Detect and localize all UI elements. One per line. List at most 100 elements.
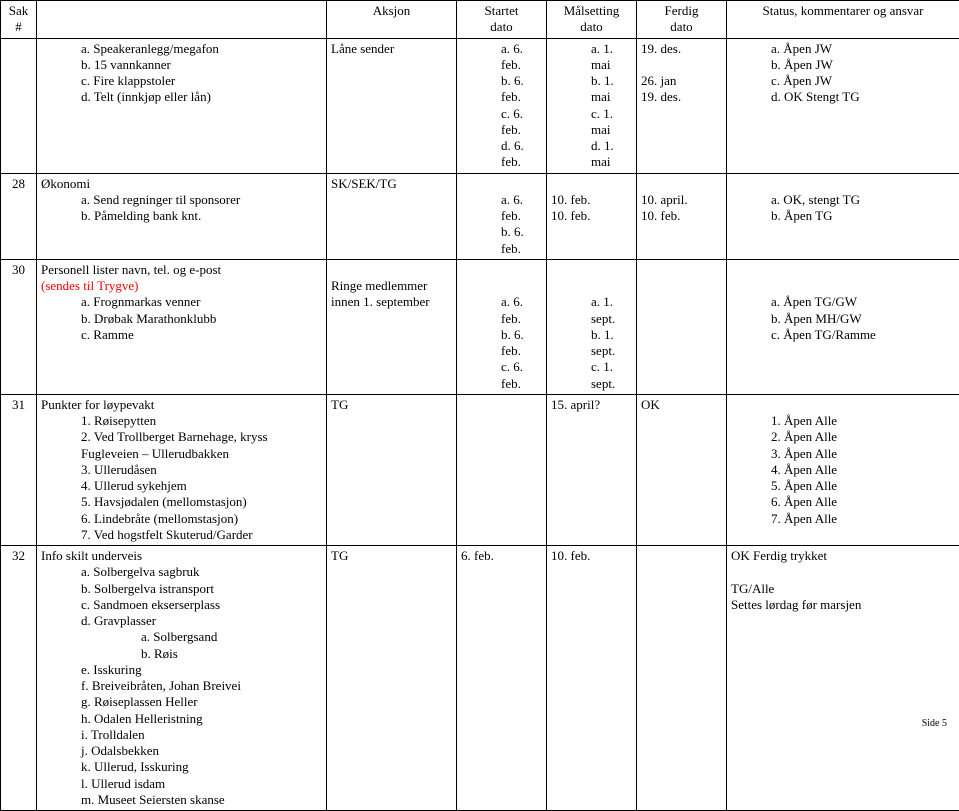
list-item: Solbergsand bbox=[141, 629, 322, 645]
table-row: Speakeranlegg/megafon15 vannkannerFire k… bbox=[1, 38, 959, 173]
text-line: TG/Alle bbox=[731, 581, 955, 597]
cell-sak: 31 bbox=[1, 394, 37, 545]
list-item: Ramme bbox=[81, 327, 322, 343]
list-item: 6. feb. bbox=[501, 73, 542, 106]
cell-description: Personell lister navn, tel. og e-post(se… bbox=[37, 259, 327, 394]
list-item: Isskuring bbox=[81, 662, 322, 678]
list-item: Museet Seiersten skanse bbox=[81, 792, 322, 808]
cell-malsetting: 1. mai1. mai1. mai1. mai bbox=[547, 38, 637, 173]
cell-sak: 30 bbox=[1, 259, 37, 394]
cell-startet: 6. feb. bbox=[457, 546, 547, 811]
row-title: Info skilt underveis bbox=[41, 548, 322, 564]
text-line bbox=[641, 262, 722, 278]
list-item: Sandmoen ekserserplass bbox=[81, 597, 322, 613]
cell-description: Info skilt underveisSolbergelva sagbruk S… bbox=[37, 546, 327, 811]
cell-ferdig: 10. april.10. feb. bbox=[637, 173, 727, 259]
list-item: 6. feb. bbox=[501, 294, 542, 327]
table-row: 32Info skilt underveisSolbergelva sagbru… bbox=[1, 546, 959, 811]
list-item: 1. mai bbox=[591, 138, 632, 171]
list-item: 1. sept. bbox=[591, 294, 632, 327]
list-item: Åpen Alle bbox=[771, 462, 955, 478]
list-item: 6. feb. bbox=[501, 224, 542, 257]
list-item: Røis bbox=[141, 646, 322, 662]
cell-ferdig bbox=[637, 259, 727, 394]
table-row: 30Personell lister navn, tel. og e-post(… bbox=[1, 259, 959, 394]
list-item: Odalen Helleristning bbox=[81, 711, 322, 727]
text-line: Ringe medlemmer bbox=[331, 278, 452, 294]
text-line: 6. feb. bbox=[461, 548, 542, 564]
list-item: Fire klappstoler bbox=[81, 73, 322, 89]
text-line: innen 1. september bbox=[331, 294, 452, 310]
header-status: Status, kommentarer og ansvar bbox=[727, 1, 959, 39]
cell-status: Åpen TG/GWÅpen MH/GWÅpen TG/Ramme bbox=[727, 259, 959, 394]
text-line bbox=[731, 564, 955, 580]
list-item: Åpen JW bbox=[771, 41, 955, 57]
cell-ferdig: 19. des. 26. jan19. des. bbox=[637, 38, 727, 173]
cell-sak bbox=[1, 38, 37, 173]
cell-description: Speakeranlegg/megafon15 vannkannerFire k… bbox=[37, 38, 327, 173]
cell-startet: 6. feb.6. feb. bbox=[457, 173, 547, 259]
cell-status: OK, stengt TGÅpen TG bbox=[727, 173, 959, 259]
cell-description: Punkter for løypevaktRøisepyttenVed Trol… bbox=[37, 394, 327, 545]
text-line: 26. jan bbox=[641, 73, 722, 89]
list-item: Påmelding bank knt. bbox=[81, 208, 322, 224]
list-item: 6. feb. bbox=[501, 41, 542, 74]
list-item: Åpen JW bbox=[771, 73, 955, 89]
header-blank bbox=[37, 1, 327, 39]
list-item: 1. mai bbox=[591, 106, 632, 139]
text-line bbox=[641, 176, 722, 192]
list-item: Drøbak Marathonklubb bbox=[81, 311, 322, 327]
list-item: Ullerud, Isskuring bbox=[81, 759, 322, 775]
list-item: Frognmarkas venner bbox=[81, 294, 322, 310]
list-item: Solbergelva sagbruk bbox=[81, 564, 322, 580]
row-title: Punkter for løypevakt bbox=[41, 397, 322, 413]
text-line: 10. feb. bbox=[551, 192, 632, 208]
list-item: Åpen TG/Ramme bbox=[771, 327, 955, 343]
list-item: 6. feb. bbox=[501, 106, 542, 139]
page: Sak # Aksjon Startet dato Målsetting dat… bbox=[0, 0, 959, 735]
list-item: Åpen Alle bbox=[771, 429, 955, 445]
text-line: 10. april. bbox=[641, 192, 722, 208]
header-sak: Sak # bbox=[1, 1, 37, 39]
list-item: 1. mai bbox=[591, 41, 632, 74]
list-item: Åpen MH/GW bbox=[771, 311, 955, 327]
list-item: Send regninger til sponsorer bbox=[81, 192, 322, 208]
list-item: Røiseplassen Heller bbox=[81, 694, 322, 710]
list-item: 6. feb. bbox=[501, 359, 542, 392]
list-item: Røisepytten bbox=[81, 413, 322, 429]
list-item: Ved hogstfelt Skuterud/Garder bbox=[81, 527, 322, 543]
page-footer: Side 5 bbox=[922, 718, 947, 729]
cell-startet: 6. feb.6. feb.6. feb. bbox=[457, 259, 547, 394]
list-item: Telt (innkjøp eller lån) bbox=[81, 89, 322, 105]
row-title: Personell lister navn, tel. og e-post bbox=[41, 262, 322, 278]
cell-status: Åpen AlleÅpen AlleÅpen AlleÅpen AlleÅpen… bbox=[727, 394, 959, 545]
list-item: Ullerud sykehjem bbox=[81, 478, 322, 494]
text-line: 19. des. bbox=[641, 89, 722, 105]
list-item: Åpen JW bbox=[771, 57, 955, 73]
list-item: 1. mai bbox=[591, 73, 632, 106]
list-item: Ved Trollberget Barnehage, kryss Fugleve… bbox=[81, 429, 322, 462]
list-item: Åpen Alle bbox=[771, 494, 955, 510]
list-item: 6. feb. bbox=[501, 327, 542, 360]
text-line bbox=[641, 57, 722, 73]
cell-malsetting: 10. feb.10. feb. bbox=[547, 173, 637, 259]
list-item: 6. feb. bbox=[501, 192, 542, 225]
table-header: Sak # Aksjon Startet dato Målsetting dat… bbox=[1, 1, 959, 39]
text-line: 10. feb. bbox=[551, 208, 632, 224]
header-ferdig: Ferdig dato bbox=[637, 1, 727, 39]
list-item: 1. sept. bbox=[591, 359, 632, 392]
cell-startet bbox=[457, 394, 547, 545]
text-line bbox=[641, 548, 722, 564]
list-item: 6. feb. bbox=[501, 138, 542, 171]
header-malsetting: Målsetting dato bbox=[547, 1, 637, 39]
text-line: 19. des. bbox=[641, 41, 722, 57]
cell-malsetting: 10. feb. bbox=[547, 546, 637, 811]
text-line bbox=[461, 397, 542, 413]
header-startet: Startet dato bbox=[457, 1, 547, 39]
text-line: 15. april? bbox=[551, 397, 632, 413]
list-item: OK Stengt TG bbox=[771, 89, 955, 105]
list-item: Havsjødalen (mellomstasjon) bbox=[81, 494, 322, 510]
cell-sak: 32 bbox=[1, 546, 37, 811]
text-line: 10. feb. bbox=[641, 208, 722, 224]
list-item: 15 vannkanner bbox=[81, 57, 322, 73]
